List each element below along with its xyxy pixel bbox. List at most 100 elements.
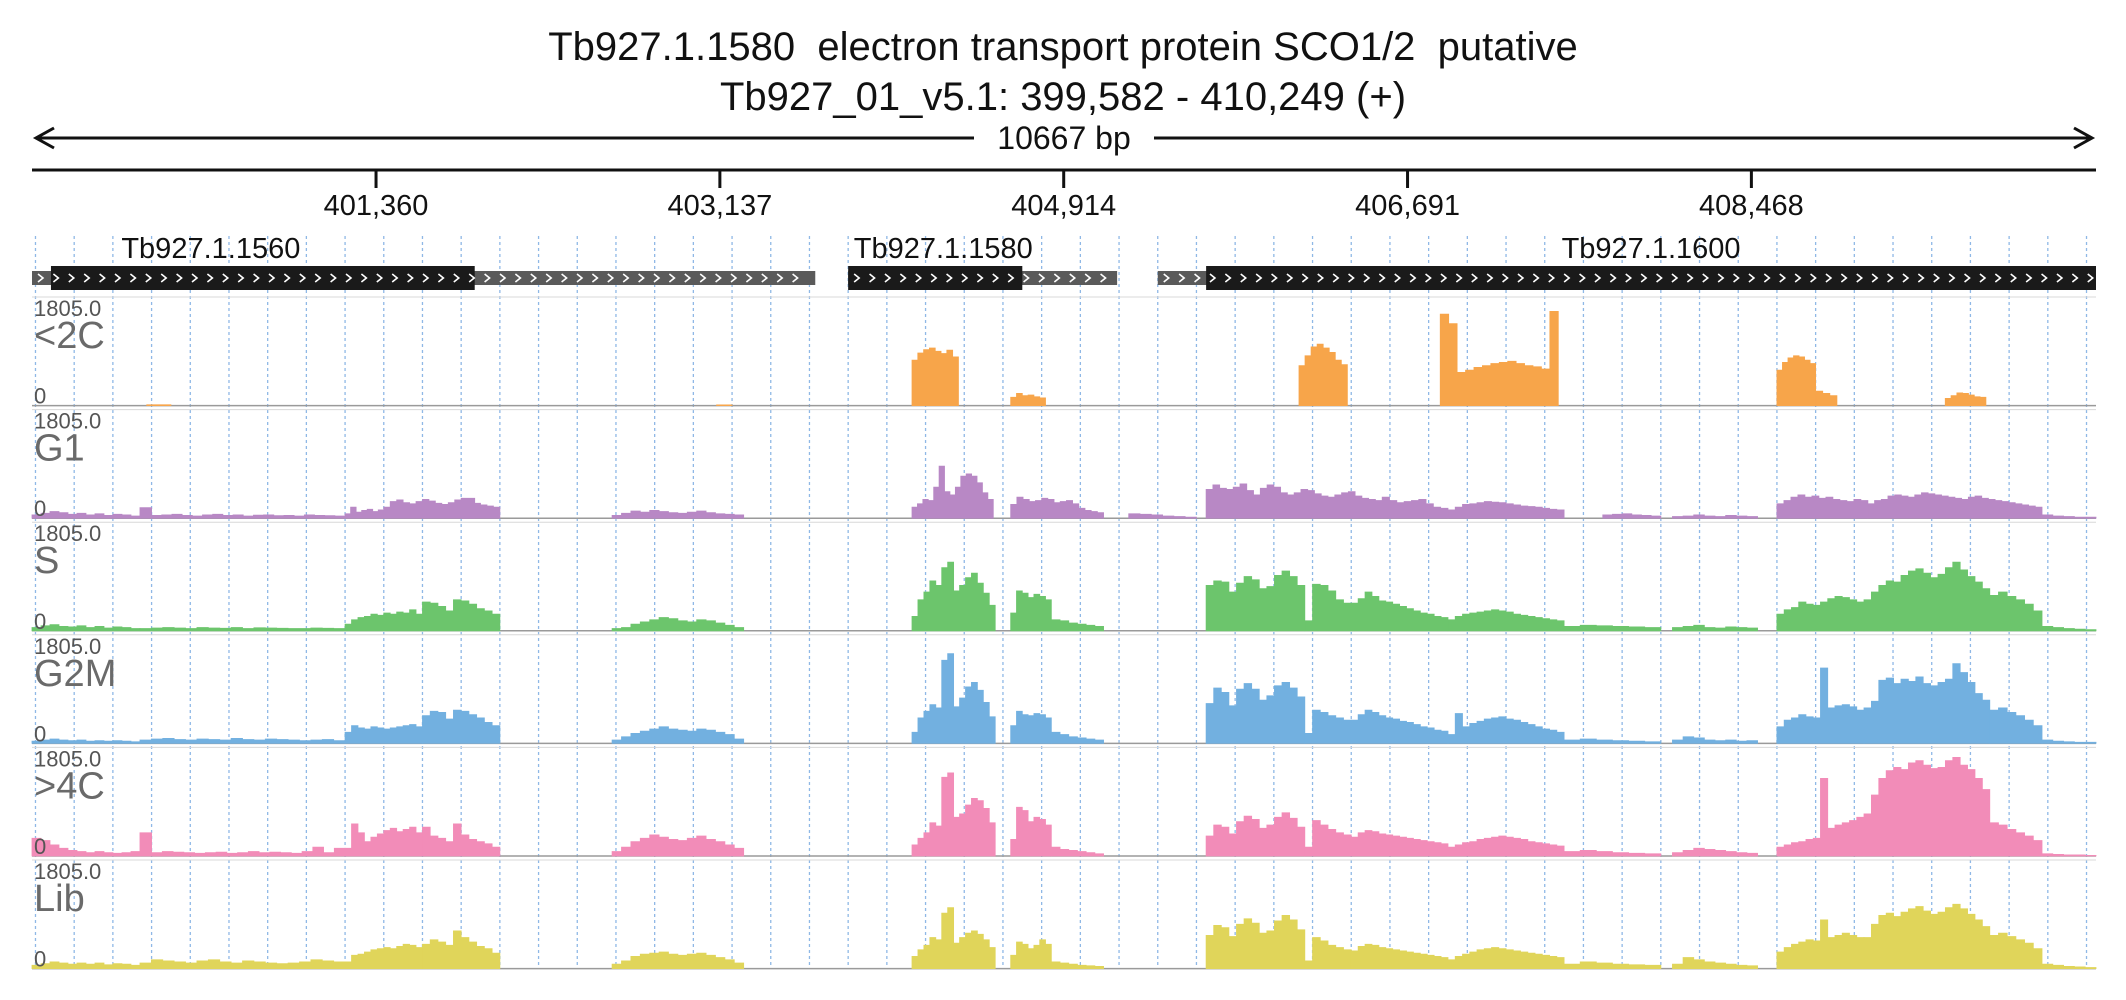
strand-arrow-icon — [1053, 273, 1061, 283]
coverage-area — [1010, 590, 1052, 632]
track-max-label: 1805.0 — [34, 859, 101, 884]
track-min-label: 0 — [34, 609, 46, 634]
coverage-track-S: 1805.0S 0 — [31, 521, 2097, 634]
strand-arrow-icon — [2071, 273, 2079, 283]
strand-arrow-icon — [1255, 273, 1263, 283]
track-max-label: 1805.0 — [34, 746, 101, 771]
axis-tick-label: 401,360 — [324, 190, 429, 222]
strand-arrow-icon — [715, 273, 722, 283]
coverage-area — [1672, 957, 1758, 969]
coverage-area — [1944, 392, 1987, 407]
track-min-label: 0 — [34, 496, 46, 521]
coverage-area — [2041, 739, 2097, 744]
strand-arrow-icon — [1486, 273, 1494, 283]
coverage-area — [139, 507, 152, 519]
strand-arrow-icon — [1640, 273, 1648, 283]
strand-arrow-icon — [1840, 273, 1848, 283]
strand-arrow-icon — [129, 273, 137, 283]
coverage-area — [344, 943, 423, 969]
coverage-area — [611, 951, 745, 969]
coverage-area — [1050, 961, 1104, 969]
strand-arrow-icon — [1733, 273, 1740, 283]
strand-arrow-icon — [1563, 273, 1571, 283]
track-min-label: 0 — [34, 947, 46, 972]
strand-arrow-icon — [1917, 273, 1925, 283]
strand-arrow-icon — [1038, 273, 1046, 283]
coverage-area — [1602, 513, 1662, 519]
coverage-area — [139, 832, 152, 857]
coverage-area — [1563, 624, 1662, 632]
strand-arrow-icon — [946, 273, 953, 283]
coverage-area — [31, 961, 141, 969]
coverage-area — [1776, 667, 1865, 744]
strand-arrow-icon — [1209, 273, 1217, 283]
coverage-area — [1563, 961, 1662, 969]
gene-cds — [1206, 266, 2096, 290]
coverage-area — [1776, 596, 1865, 632]
strand-arrow-icon — [1425, 273, 1432, 283]
coverage-area — [1010, 393, 1046, 407]
coverage-area — [1010, 496, 1104, 519]
strand-arrow-icon — [1471, 273, 1479, 283]
strand-arrow-icon — [591, 273, 599, 283]
coverage-area — [911, 465, 994, 519]
strand-arrow-icon — [299, 273, 307, 283]
strand-arrow-icon — [206, 273, 214, 283]
strand-arrow-icon — [1810, 273, 1817, 283]
strand-arrow-icon — [1902, 273, 1910, 283]
coverage-area — [1128, 513, 1197, 519]
coverage-area — [1563, 738, 1662, 744]
coverage-area — [611, 726, 745, 744]
gene-track: Tb927.1.1560 Tb927.1.1580 Tb927.1.1600 — [32, 233, 2096, 290]
coordinate-axis: 401,360 403,137 404,914 406,691 408,468 — [32, 168, 2096, 222]
strand-arrow-icon — [1548, 273, 1556, 283]
strand-arrow-icon — [1979, 273, 1987, 283]
strand-arrow-icon — [992, 273, 1000, 283]
axis-tick-label: 403,137 — [667, 190, 772, 222]
strand-arrow-icon — [684, 273, 692, 283]
strand-arrow-icon — [376, 273, 384, 283]
coverage-area — [422, 709, 501, 744]
track-max-label: 1805.0 — [34, 521, 101, 546]
strand-arrow-icon — [730, 273, 738, 283]
coverage-area — [1205, 915, 1306, 969]
coverage-area — [1439, 311, 1559, 407]
strand-arrow-icon — [745, 273, 753, 283]
strand-arrow-icon — [668, 273, 676, 283]
figure-title: Tb927.1.1580 electron transport protein … — [548, 25, 1578, 69]
coverage-track-4C: 1805.0>4C 0 — [31, 746, 2097, 859]
strand-arrow-icon — [1702, 273, 1710, 283]
track-max-label: 1805.0 — [34, 634, 101, 659]
strand-arrow-icon — [37, 273, 45, 283]
strand-arrow-icon — [976, 273, 984, 283]
coverage-area — [1672, 514, 1758, 519]
coverage-area — [1350, 830, 1449, 857]
gene-label: Tb927.1.1600 — [1562, 233, 1741, 265]
coverage-area — [1776, 355, 1817, 407]
strand-arrow-icon — [422, 273, 430, 283]
strand-arrow-icon — [1007, 273, 1015, 283]
strand-arrow-icon — [1084, 273, 1092, 283]
coverage-area — [146, 404, 172, 407]
gene-cds — [50, 266, 475, 290]
strand-arrow-icon — [792, 273, 799, 283]
coverage-area — [1010, 806, 1052, 857]
coverage-area — [911, 772, 996, 857]
strand-arrow-icon — [1625, 273, 1633, 283]
coverage-area — [1304, 820, 1352, 857]
coverage-area — [422, 823, 501, 857]
coverage-area — [344, 609, 423, 632]
strand-arrow-icon — [1317, 273, 1325, 283]
strand-arrow-icon — [776, 273, 784, 283]
coverage-area — [1350, 943, 1449, 969]
coverage-area — [716, 404, 733, 407]
coverage-area — [1010, 710, 1052, 744]
strand-arrow-icon — [1656, 273, 1663, 283]
strand-arrow-icon — [2087, 273, 2095, 283]
track-max-label: 1805.0 — [34, 296, 101, 321]
strand-arrow-icon — [222, 273, 230, 283]
strand-arrow-icon — [283, 273, 291, 283]
